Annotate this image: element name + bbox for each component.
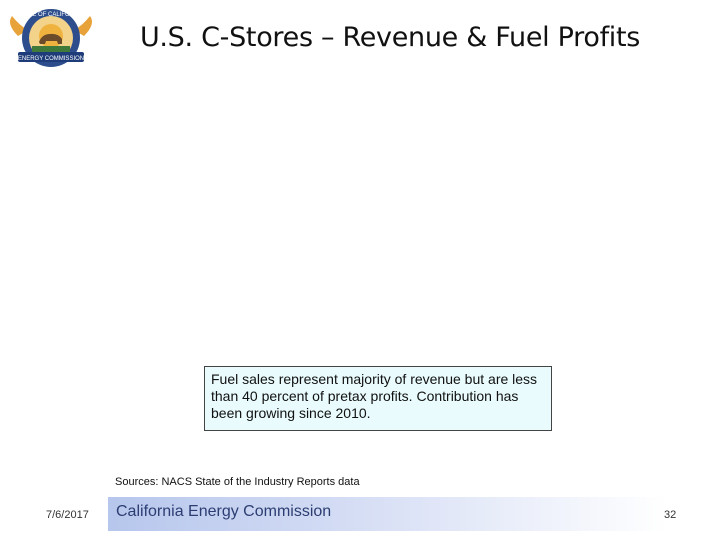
footer-bar	[108, 497, 668, 531]
slide-title: U.S. C-Stores – Revenue & Fuel Profits	[139, 22, 641, 53]
logo-banner-text: ENERGY COMMISSION	[18, 56, 84, 62]
logo-ring-text: STATE OF CALIFORNIA	[18, 12, 84, 18]
sources-note: Sources: NACS State of the Industry Repo…	[115, 476, 360, 488]
footer-date: 7/6/2017	[46, 509, 89, 521]
callout-box: Fuel sales represent majority of revenue…	[204, 366, 552, 431]
california-energy-commission-logo: ENERGY COMMISSION STATE OF CALIFORNIA	[6, 6, 96, 74]
footer-organization: California Energy Commission	[116, 503, 332, 520]
page-number: 32	[664, 509, 677, 521]
